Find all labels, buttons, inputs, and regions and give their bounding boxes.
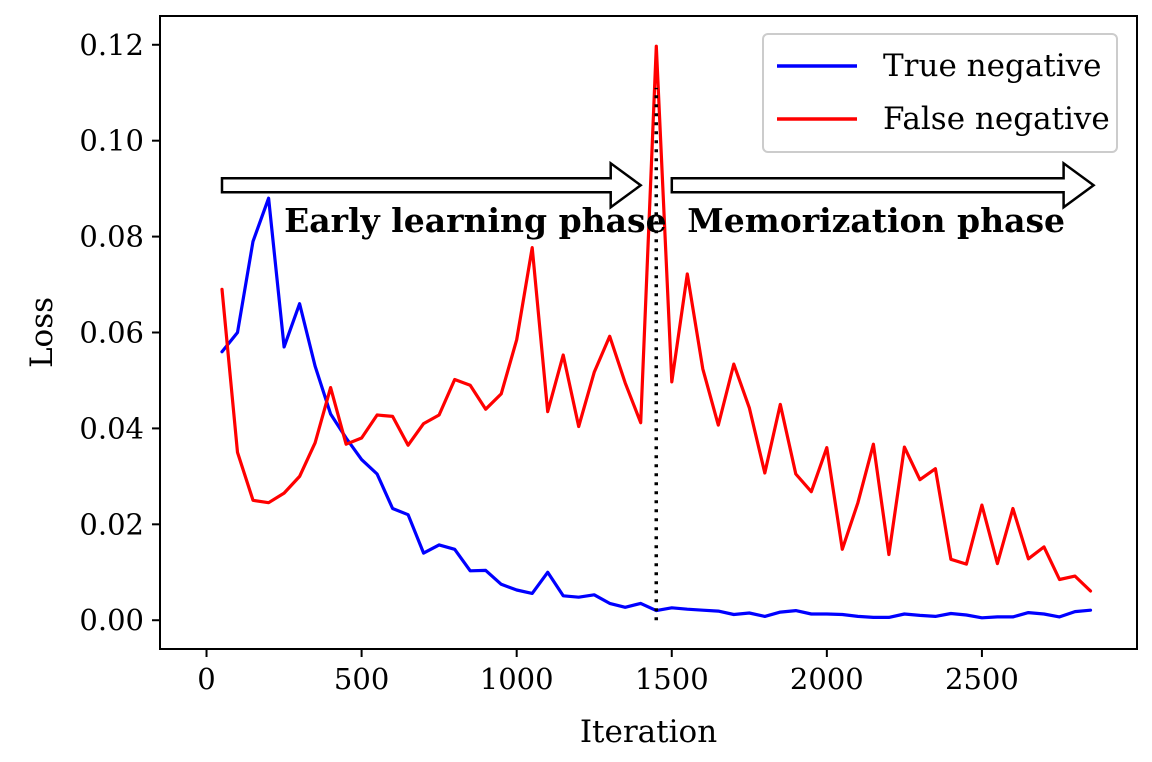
legend-label-false-negative: False negative [883, 101, 1110, 137]
x-tick-label: 500 [334, 662, 389, 696]
series-line-false-negative [220, 44, 1093, 593]
y-tick-label: 0.06 [79, 316, 144, 350]
annotation-layer: Early learning phase Memorization phase [220, 87, 1096, 621]
phase-arrow-0 [220, 160, 643, 210]
x-tick-label: 0 [197, 662, 215, 696]
legend-label-true-negative: True negative [883, 48, 1102, 84]
phase-label-1: Memorization phase [687, 201, 1065, 240]
phase-label-0: Early learning phase [284, 201, 667, 240]
y-tick-label: 0.00 [79, 603, 144, 637]
y-tick-label: 0.10 [79, 124, 144, 158]
x-axis-title: Iteration [580, 714, 717, 750]
y-tick-label: 0.12 [79, 28, 144, 62]
y-axis-title: Loss [24, 297, 60, 368]
y-tick-label: 0.04 [79, 411, 144, 445]
x-tick-label: 1000 [480, 662, 554, 696]
legend: True negative False negative [762, 33, 1118, 153]
x-tick-label: 1500 [635, 662, 709, 696]
y-tick-label: 0.08 [79, 220, 144, 254]
ticks-layer: 0 500 1000 1500 2000 2500 0.00 0.02 0.04 0.06 0.08… [79, 28, 1018, 696]
x-tick-label: 2500 [945, 662, 1019, 696]
legend-box [762, 33, 1118, 153]
phase-arrow-1 [670, 160, 1096, 210]
x-tick-label: 2000 [790, 662, 864, 696]
y-tick-label: 0.02 [79, 507, 144, 541]
